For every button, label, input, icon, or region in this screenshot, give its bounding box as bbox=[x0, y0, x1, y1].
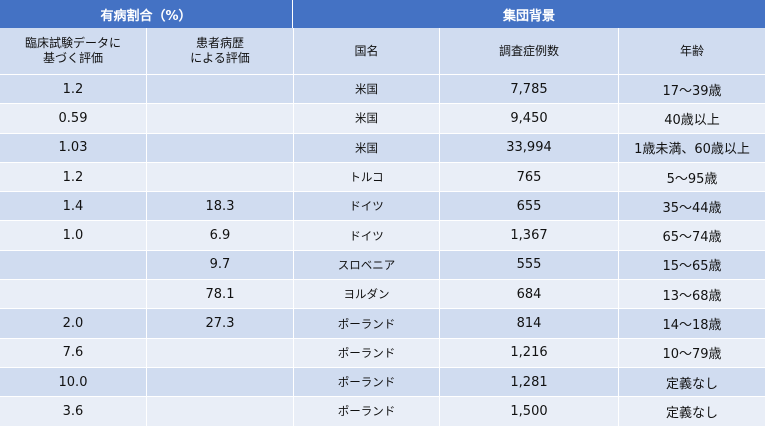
cell-cases: 9,450 bbox=[439, 104, 618, 133]
cell-clinical: 0.59 bbox=[58, 110, 88, 126]
cell-age: 15～65歳 bbox=[618, 250, 765, 280]
cell-history bbox=[146, 338, 293, 367]
cell-clinical: 1.0 bbox=[62, 228, 84, 244]
cell-clinical: 3.6 bbox=[62, 403, 84, 419]
group-header-row: 有病割合（%） 集団背景 bbox=[0, 0, 765, 28]
cell-history: 27.3 bbox=[146, 309, 293, 338]
cell-country: 米国 bbox=[293, 104, 439, 133]
cell-country: ヨルダン bbox=[293, 280, 439, 309]
cell-clinical: 2.0 bbox=[62, 316, 84, 332]
cell-history bbox=[146, 133, 293, 162]
cell-age: 定義なし bbox=[618, 367, 765, 397]
column-header-history: 患者病歴 による評価 bbox=[146, 28, 293, 74]
table-body: 1.2 米国 7,785 17～39歳 0.59 米国 9,450 40歳以上 1.03 米国 33… bbox=[0, 74, 765, 426]
prevalence-group-header: 有病割合（%） bbox=[100, 8, 192, 24]
cell-country: 米国 bbox=[293, 133, 439, 162]
cell-country: ポーランド bbox=[293, 309, 439, 338]
table-row: 1.0 6.9 ドイツ 1,367 65～74歳 bbox=[0, 220, 765, 250]
cell-history: 78.1 bbox=[146, 280, 293, 309]
cell-cases: 684 bbox=[439, 280, 618, 309]
cell-age: 40歳以上 bbox=[618, 104, 765, 133]
cell-age: 35～44歳 bbox=[618, 192, 765, 221]
cell-cases: 555 bbox=[439, 250, 618, 280]
cell-age: 1歳未満、60歳以上 bbox=[618, 133, 765, 162]
cell-history bbox=[146, 367, 293, 397]
cell-cases: 7,785 bbox=[439, 75, 618, 104]
table-row: 1.2 米国 7,785 17～39歳 bbox=[0, 74, 765, 104]
column-header-age: 年齢 bbox=[618, 28, 765, 74]
cell-clinical bbox=[0, 280, 146, 308]
table-row: 10.0 ポーランド 1,281 定義なし bbox=[0, 366, 765, 397]
cell-cases: 1,216 bbox=[439, 338, 618, 367]
cell-country: スロベニア bbox=[293, 250, 439, 280]
table-row: 3.6 ポーランド 1,500 定義なし bbox=[0, 396, 765, 426]
cell-age: 17～39歳 bbox=[618, 75, 765, 104]
cell-clinical: 1.4 bbox=[62, 198, 84, 214]
table-row: 1.2 トルコ 765 5～95歳 bbox=[0, 161, 765, 192]
table-row: 9.7 スロベニア 555 15～65歳 bbox=[0, 249, 765, 280]
cell-age: 定義なし bbox=[618, 397, 765, 426]
cell-country: ポーランド bbox=[293, 397, 439, 426]
cell-cases: 765 bbox=[439, 162, 618, 192]
cell-age: 65～74歳 bbox=[618, 221, 765, 250]
cell-cases: 1,281 bbox=[439, 367, 618, 397]
column-header-cases: 調査症例数 bbox=[439, 28, 618, 74]
cell-cases: 33,994 bbox=[439, 133, 618, 162]
cell-history: 9.7 bbox=[146, 250, 293, 280]
cell-age: 5～95歳 bbox=[618, 162, 765, 192]
cell-country: ポーランド bbox=[293, 338, 439, 367]
cell-clinical bbox=[0, 251, 146, 279]
background-group-header: 集団背景 bbox=[292, 0, 765, 28]
cell-history bbox=[146, 397, 293, 426]
cell-history: 6.9 bbox=[146, 221, 293, 250]
table-row: 0.59 米国 9,450 40歳以上 bbox=[0, 103, 765, 133]
table-row: 2.0 27.3 ポーランド 814 14～18歳 bbox=[0, 308, 765, 338]
cell-history bbox=[146, 104, 293, 133]
cell-age: 14～18歳 bbox=[618, 309, 765, 338]
cell-history bbox=[146, 162, 293, 192]
table-row: 1.4 18.3 ドイツ 655 35～44歳 bbox=[0, 191, 765, 221]
column-header-clinical: 臨床試験データに 基づく評価 bbox=[24, 36, 121, 65]
cell-age: 13～68歳 bbox=[618, 280, 765, 309]
cell-clinical: 1.2 bbox=[62, 169, 84, 185]
column-header-row: 臨床試験データに 基づく評価 患者病歴 による評価 国名 調査症例数 年齢 bbox=[0, 28, 765, 74]
cell-cases: 1,500 bbox=[439, 397, 618, 426]
cell-cases: 655 bbox=[439, 192, 618, 221]
cell-age: 10～79歳 bbox=[618, 338, 765, 367]
table-row: 7.6 ポーランド 1,216 10～79歳 bbox=[0, 337, 765, 367]
cell-country: ポーランド bbox=[293, 367, 439, 397]
cell-cases: 814 bbox=[439, 309, 618, 338]
cell-country: ドイツ bbox=[293, 221, 439, 250]
cell-clinical: 7.6 bbox=[62, 345, 84, 361]
cell-clinical: 1.03 bbox=[58, 140, 88, 156]
table-row: 1.03 米国 33,994 1歳未満、60歳以上 bbox=[0, 132, 765, 162]
cell-history bbox=[146, 75, 293, 104]
cell-clinical: 10.0 bbox=[58, 374, 88, 390]
cell-history: 18.3 bbox=[146, 192, 293, 221]
cell-country: トルコ bbox=[293, 162, 439, 192]
table-row: 78.1 ヨルダン 684 13～68歳 bbox=[0, 279, 765, 309]
cell-cases: 1,367 bbox=[439, 221, 618, 250]
cell-country: 米国 bbox=[293, 75, 439, 104]
cell-country: ドイツ bbox=[293, 192, 439, 221]
cell-clinical: 1.2 bbox=[62, 81, 84, 97]
column-header-country: 国名 bbox=[293, 28, 439, 74]
